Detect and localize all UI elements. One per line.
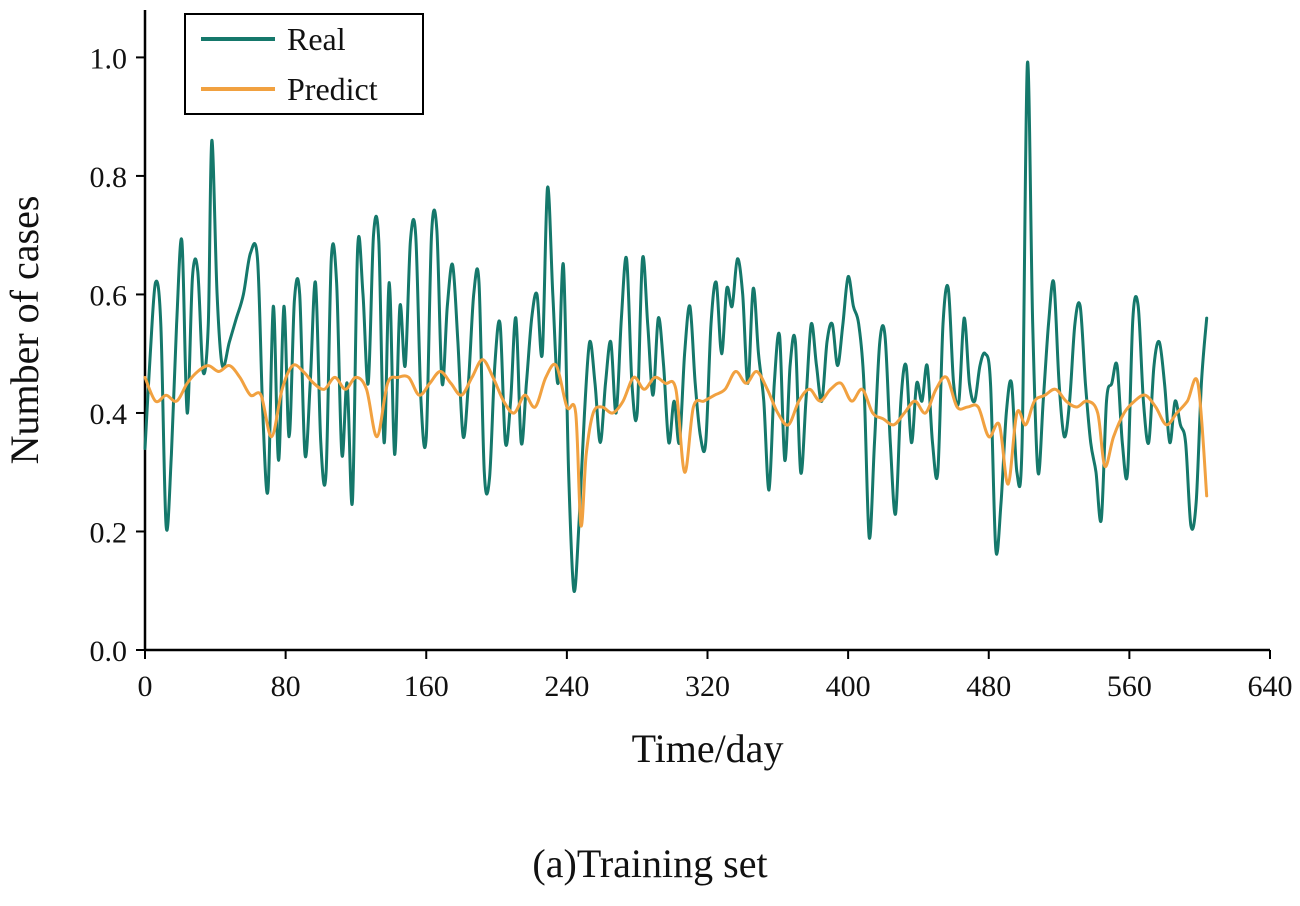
legend-label-real: Real (287, 21, 346, 57)
legend-box (184, 13, 424, 115)
y-tick-label: 0.8 (90, 161, 128, 194)
y-tick-label: 0.4 (90, 398, 128, 431)
x-axis-title: Time/day (632, 726, 784, 771)
x-tick-label: 320 (685, 670, 730, 703)
x-tick-label: 560 (1107, 670, 1152, 703)
y-tick-label: 1.0 (90, 42, 128, 75)
series-line-real (143, 60, 1209, 593)
x-tick-label: 240 (544, 670, 589, 703)
series-line-predict (143, 358, 1209, 528)
y-axis-title: Number of cases (2, 196, 47, 465)
legend-label-predict: Predict (287, 71, 378, 107)
line-chart: 0 80 160 240 320 400 480 560 640 0.0 0.2 0.4 0.6 0.8 1… (2, 10, 1293, 771)
x-tick-label: 640 (1248, 670, 1293, 703)
y-tick-label: 0.2 (90, 516, 128, 549)
x-tick-label: 400 (826, 670, 871, 703)
x-tick-label: 480 (966, 670, 1011, 703)
y-tick-label: 0.6 (90, 279, 128, 312)
x-tick-label: 80 (271, 670, 301, 703)
x-tick-label: 0 (138, 670, 153, 703)
x-tick-label: 160 (404, 670, 449, 703)
figure-caption: (a)Training set (532, 841, 768, 886)
y-tick-label: 0.0 (90, 635, 128, 668)
